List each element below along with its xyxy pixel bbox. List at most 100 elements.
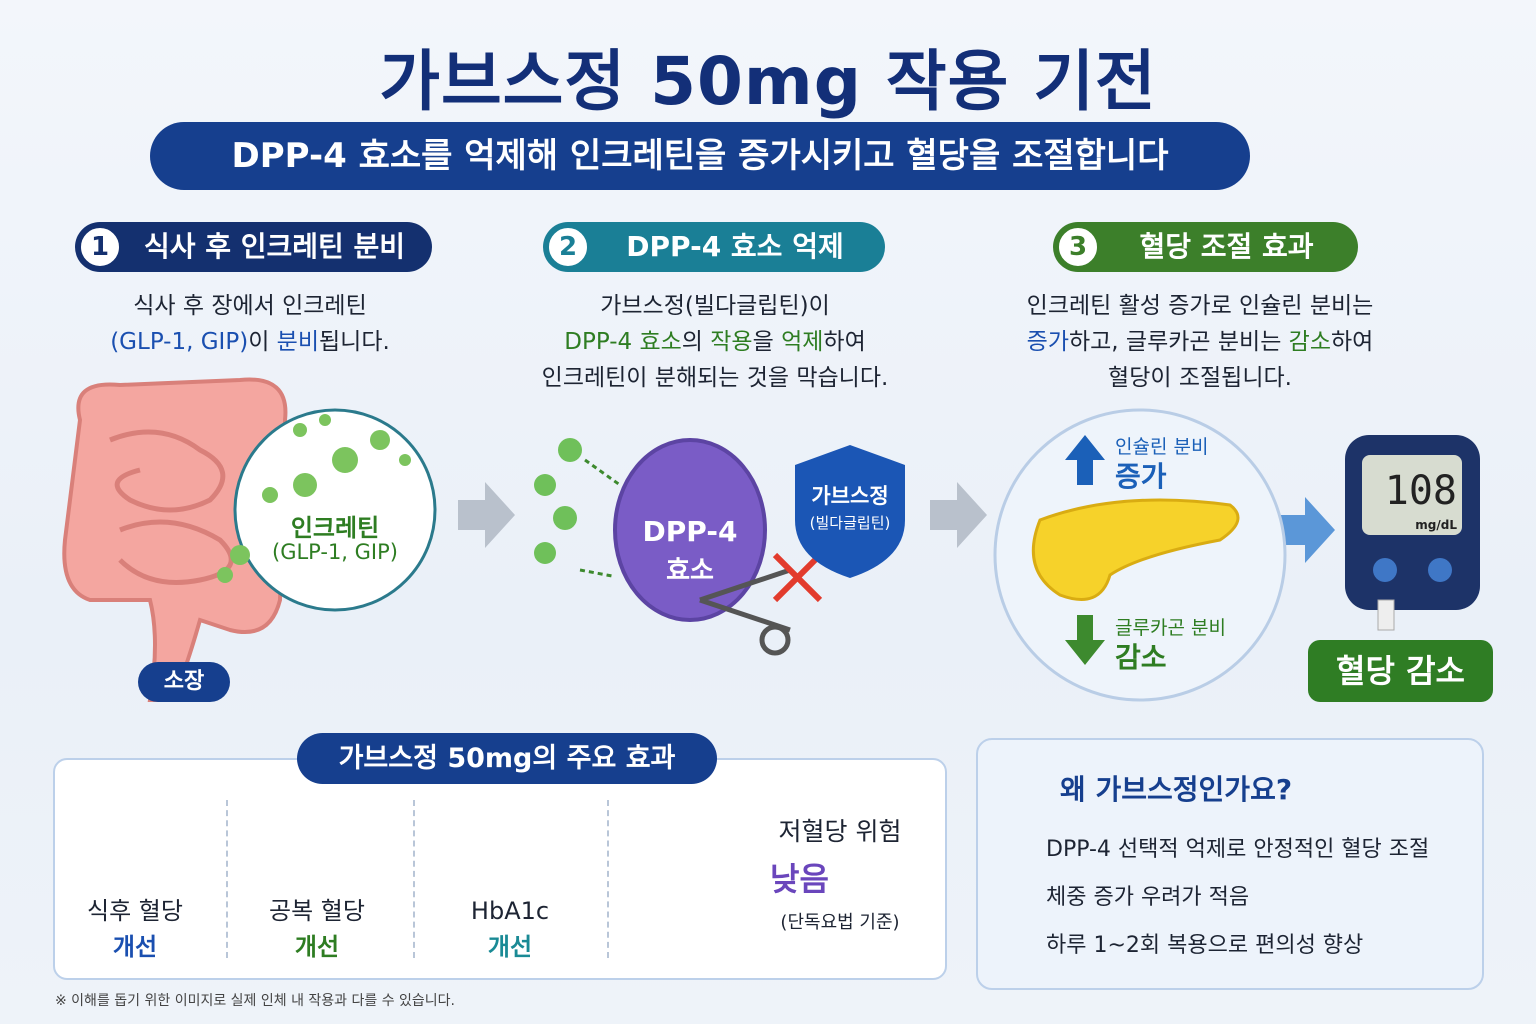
label: 인크레틴 [290, 514, 380, 542]
down-arrow [1065, 615, 1105, 665]
dotted-arrow [579, 458, 621, 578]
text: (GLP-1, GIP) [110, 329, 249, 355]
why-title: 왜 가브스정인가요? [1060, 773, 1293, 806]
effect-label: HbA1c [470, 897, 550, 925]
meter-button [1428, 558, 1452, 582]
line: 혈당이 조절됩니다. [980, 360, 1420, 396]
effects-title: 가브스정 50mg의 주요 효과 [297, 733, 717, 784]
test-strip [1377, 599, 1395, 631]
label: mg/dL [1415, 518, 1457, 532]
graphic-circle [534, 542, 556, 564]
step-number: 1 [79, 226, 121, 268]
zoom-circle [233, 408, 437, 612]
incretin-dots [534, 438, 582, 564]
separator [226, 800, 228, 958]
effect-value: 개선 [487, 933, 533, 961]
effect-item: 공복 혈당 개선 [227, 893, 407, 965]
text: 감소 [1288, 329, 1331, 355]
flow-arrow [930, 482, 987, 548]
step-title: DPP-4 효소 억제 [626, 230, 844, 263]
label: DPP-4 [642, 515, 738, 548]
graphic-path [109, 429, 234, 585]
label: 감소 [1115, 641, 1167, 674]
effect-value: 낮음 [770, 860, 829, 898]
step-number: 3 [1057, 226, 1099, 268]
label: 증가 [1115, 460, 1167, 493]
label: (GLP-1, GIP) [272, 540, 398, 564]
graphic-circle [230, 545, 250, 565]
line: 인크레틴이 분해되는 것을 막습니다. [505, 360, 925, 396]
text: 하여 [1331, 329, 1374, 355]
step-description: 가브스정(빌다글립틴)이 DPP-4 효소의 작용을 억제하여 인크레틴이 분해… [505, 288, 925, 396]
graphic-circle [534, 474, 556, 496]
graphic-circle [553, 506, 577, 530]
label: 혈당 감소 [1308, 640, 1493, 702]
meter-button [1373, 558, 1397, 582]
graphic-circle [399, 454, 411, 466]
text: 하고, 글루카곤 분비는 [1068, 329, 1289, 355]
graphic-circle [370, 430, 390, 450]
effect-value: 개선 [112, 933, 158, 961]
title: 가브스정 50mg 작용 기전 [379, 43, 1157, 120]
graphic-circle [558, 438, 582, 462]
label: 가브스정 [811, 484, 889, 508]
text: 작용 [710, 329, 753, 355]
pancreas [1031, 498, 1240, 601]
drug-shield [795, 445, 905, 578]
text: 분비 [276, 329, 319, 355]
effect-value: 개선 [294, 933, 340, 961]
dpp4-enzyme [613, 438, 767, 622]
label: 효소 [666, 556, 714, 586]
graphic-path [62, 377, 288, 702]
intestine-illustration [62, 377, 288, 702]
step-number: 2 [547, 226, 589, 268]
text: 하여 [823, 329, 866, 355]
up-arrow [1065, 435, 1105, 485]
subtitle: DPP-4 효소를 억제해 인크레틴을 증가시키고 혈당을 조절합니다 [150, 122, 1250, 190]
text: 됩니다. [319, 329, 390, 355]
text: DPP-4 효소 [564, 329, 682, 355]
separator [607, 800, 609, 958]
text: 증가 [1026, 329, 1069, 355]
step-title: 혈당 조절 효과 [1139, 230, 1314, 263]
text: 을 [752, 329, 782, 355]
line: 가브스정(빌다글립틴)이 [505, 288, 925, 324]
effect-label: 식후 혈당 [87, 897, 183, 925]
meter-screen [1362, 455, 1462, 535]
text: 이 [248, 329, 277, 355]
graphic-circle [262, 487, 278, 503]
line: (GLP-1, GIP)이 분비됩니다. [40, 324, 460, 360]
why-point: DPP-4 선택적 억제로 안정적인 혈당 조절 [1046, 837, 1430, 862]
step-header: 2 DPP-4 효소 억제 [543, 222, 885, 272]
incretin-dots [217, 414, 411, 583]
separator [413, 800, 415, 958]
step-description: 식사 후 장에서 인크레틴 (GLP-1, GIP)이 분비됩니다. [40, 288, 460, 360]
effect-item: HbA1c 개선 [420, 893, 600, 965]
step-description: 인크레틴 활성 증가로 인슐린 분비는 증가하고, 글루카곤 분비는 감소하여 … [980, 288, 1420, 396]
scissors [759, 624, 791, 656]
flow-arrow [1278, 497, 1335, 563]
text: 인크레틴 활성 증가로 인슐린 분비는 [1026, 293, 1374, 319]
graphic-circle [293, 473, 317, 497]
text: 식사 후 장에서 인크레틴 [133, 293, 367, 319]
label: 글루카곤 분비 [1115, 617, 1226, 639]
text: 혈당이 조절됩니다. [1108, 365, 1292, 391]
effect-item: 저혈당 위험 낮음 (단독요법 기준) [770, 812, 910, 934]
label: 소장 [138, 662, 230, 702]
label: (빌다글립틴) [809, 514, 891, 532]
text: 가브스정(빌다글립틴)이 [600, 293, 830, 319]
effect-label: 저혈당 위험 [778, 817, 902, 846]
graphic-circle [319, 414, 331, 426]
line: 인크레틴 활성 증가로 인슐린 분비는 [980, 288, 1420, 324]
step-title: 식사 후 인크레틴 분비 [143, 230, 406, 263]
label: 인슐린 분비 [1115, 436, 1209, 458]
graphic-circle [332, 447, 358, 473]
line: DPP-4 효소의 작용을 억제하여 [505, 324, 925, 360]
text: 억제 [781, 329, 824, 355]
graphic-circle [293, 423, 307, 437]
text: 인크레틴이 분해되는 것을 막습니다. [541, 365, 889, 391]
line: 증가하고, 글루카곤 분비는 감소하여 [980, 324, 1420, 360]
graphic-circle [217, 567, 233, 583]
